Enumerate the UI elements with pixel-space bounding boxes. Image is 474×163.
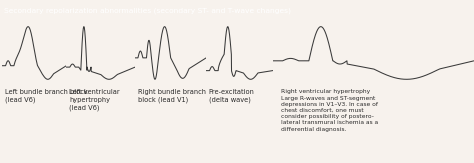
- Text: Pre-excitation
(delta wave): Pre-excitation (delta wave): [209, 89, 255, 104]
- Text: Right bundle branch
block (lead V1): Right bundle branch block (lead V1): [138, 89, 206, 104]
- Text: Left bundle branch block
(lead V6): Left bundle branch block (lead V6): [5, 89, 88, 104]
- Text: Secondary repolarization abnormalities (secondary ST- and T-wave changes): Secondary repolarization abnormalities (…: [4, 7, 291, 14]
- Text: Right ventricular hypertrophy
Large R-waves and ST-segment
depressions in V1–V3.: Right ventricular hypertrophy Large R-wa…: [281, 89, 378, 132]
- Text: Left ventricular
hypertrophy
(lead V6): Left ventricular hypertrophy (lead V6): [69, 89, 120, 111]
